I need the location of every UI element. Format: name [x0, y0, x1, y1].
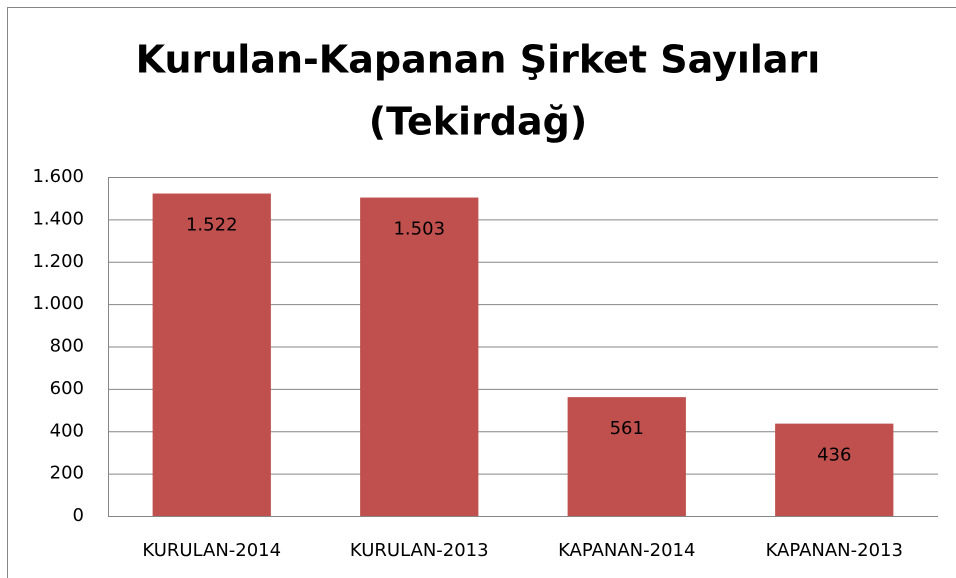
y-tick-label: 1.000 [32, 293, 84, 314]
bar [152, 193, 271, 516]
x-tick-label: KAPANAN-2014 [558, 540, 695, 561]
x-tick-label: KURULAN-2013 [350, 540, 489, 561]
chart-title: (Tekirdağ) [369, 100, 587, 144]
bar [775, 423, 894, 516]
chart-title: Kurulan-Kapanan Şirket Sayıları [136, 38, 821, 82]
x-tick-label: KAPANAN-2013 [766, 540, 903, 561]
y-tick-label: 1.200 [32, 251, 84, 272]
y-tick-label: 800 [50, 336, 84, 357]
y-tick-label: 400 [50, 420, 84, 441]
bar [567, 397, 686, 516]
y-tick-label: 1.400 [32, 208, 84, 229]
value-label: 1.522 [186, 215, 238, 236]
y-tick-label: 600 [50, 378, 84, 399]
chart-frame [7, 7, 956, 578]
x-tick-label: KURULAN-2014 [142, 540, 281, 561]
y-tick-label: 0 [73, 505, 84, 526]
bar [360, 197, 479, 516]
value-label: 561 [610, 418, 644, 439]
y-tick-label: 1.600 [32, 166, 84, 187]
value-label: 1.503 [393, 219, 445, 240]
y-tick-label: 200 [50, 463, 84, 484]
value-label: 436 [817, 445, 851, 466]
